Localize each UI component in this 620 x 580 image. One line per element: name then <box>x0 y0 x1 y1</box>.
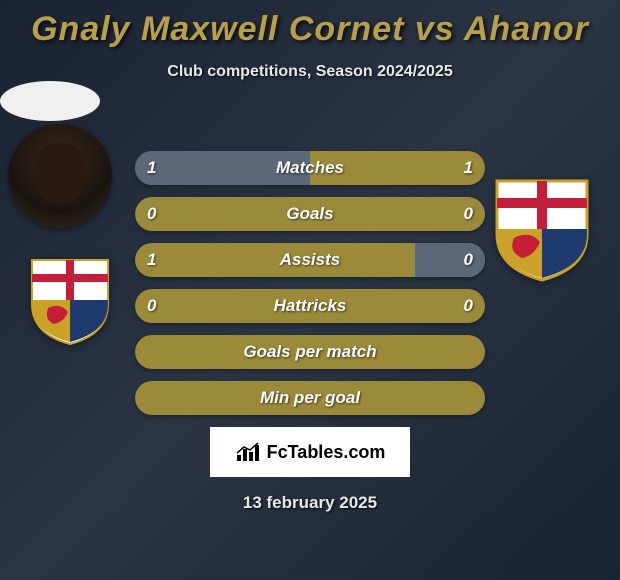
player1-club-crest <box>28 256 112 346</box>
stat-label: Assists <box>280 250 340 270</box>
branding-text: FcTables.com <box>267 442 386 463</box>
stat-value-right: 1 <box>464 158 473 178</box>
stat-value-left: 1 <box>147 158 156 178</box>
stat-value-right: 0 <box>464 204 473 224</box>
stat-label: Goals per match <box>243 342 376 362</box>
player1-avatar <box>8 124 112 228</box>
stat-value-left: 0 <box>147 296 156 316</box>
stat-value-right: 0 <box>464 250 473 270</box>
stat-row-goals-per-match: Goals per match <box>135 335 485 369</box>
stat-row-min-per-goal: Min per goal <box>135 381 485 415</box>
stat-label: Matches <box>276 158 344 178</box>
stat-row-goals: 0 Goals 0 <box>135 197 485 231</box>
stat-label: Goals <box>286 204 333 224</box>
player2-avatar <box>0 81 100 121</box>
stat-value-right: 0 <box>464 296 473 316</box>
stat-value-left: 0 <box>147 204 156 224</box>
fctables-chart-icon <box>235 441 261 463</box>
stat-row-matches: 1 Matches 1 <box>135 151 485 185</box>
fctables-branding-link[interactable]: FcTables.com <box>210 427 410 477</box>
stat-label: Min per goal <box>260 388 360 408</box>
comparison-title: Gnaly Maxwell Cornet vs Ahanor <box>0 0 620 49</box>
stat-row-assists: 1 Assists 0 <box>135 243 485 277</box>
stat-row-hattricks: 0 Hattricks 0 <box>135 289 485 323</box>
stat-label: Hattricks <box>274 296 347 316</box>
comparison-subtitle: Club competitions, Season 2024/2025 <box>0 63 620 81</box>
stat-value-left: 1 <box>147 250 156 270</box>
comparison-date: 13 february 2025 <box>0 493 620 513</box>
player2-club-crest <box>492 176 592 282</box>
